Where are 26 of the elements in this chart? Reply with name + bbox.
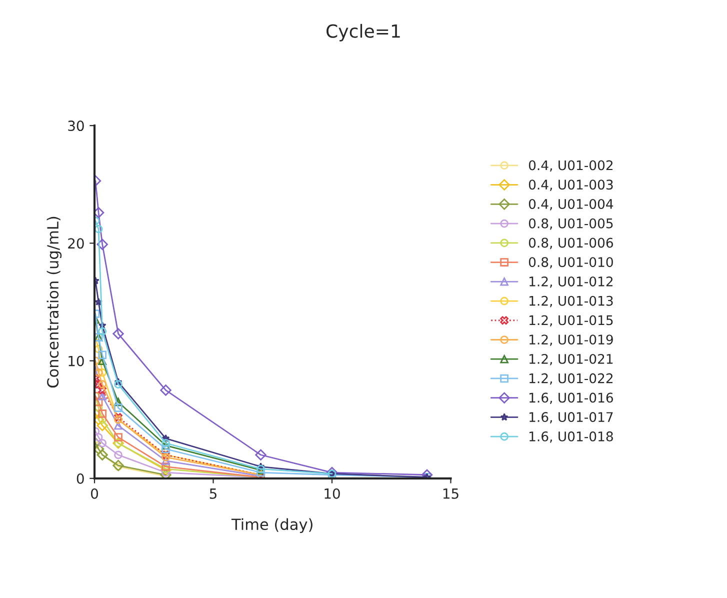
y-tick-label: 30 — [68, 120, 84, 132]
legend-label: 0.8, U01-010 — [528, 257, 613, 268]
legend-label: 1.6, U01-017 — [530, 412, 613, 424]
legend-label: 0.4, U01-002 — [528, 160, 612, 172]
legend-label: 1.2, U01-015 — [530, 315, 613, 327]
legend-label: 0.4, U01-003 — [528, 180, 613, 191]
y-tick-label: 10 — [68, 356, 84, 366]
y-tick-label: 20 — [68, 238, 84, 249]
legend-label: 1.2, U01-012 — [530, 276, 612, 288]
legend-label: 0.4, U01-004 — [528, 199, 614, 210]
x-tick-label: 10 — [324, 488, 340, 499]
x-axis-title: Time (day) — [231, 518, 312, 534]
y-axis-title: Concentration (ug/mL) — [46, 216, 62, 388]
x-tick-label: 15 — [443, 488, 458, 499]
legend-label: 1.2, U01-019 — [530, 334, 613, 346]
x-tick-label: 0 — [91, 488, 98, 499]
legend-label: 1.2, U01-022 — [530, 373, 612, 385]
legend-label: 1.6, U01-018 — [530, 431, 613, 443]
legend-label: 1.6, U01-016 — [530, 392, 613, 404]
legend-label: 1.2, U01-021 — [530, 354, 613, 366]
legend-label: 0.8, U01-005 — [528, 218, 613, 230]
y-tick-label: 0 — [76, 473, 84, 484]
legend-label: 1.2, U01-013 — [530, 296, 613, 308]
x-tick-label: 5 — [210, 488, 216, 499]
legend-label: 0.8, U01-006 — [528, 238, 613, 250]
chart-title: Cycle=1 — [326, 24, 400, 42]
